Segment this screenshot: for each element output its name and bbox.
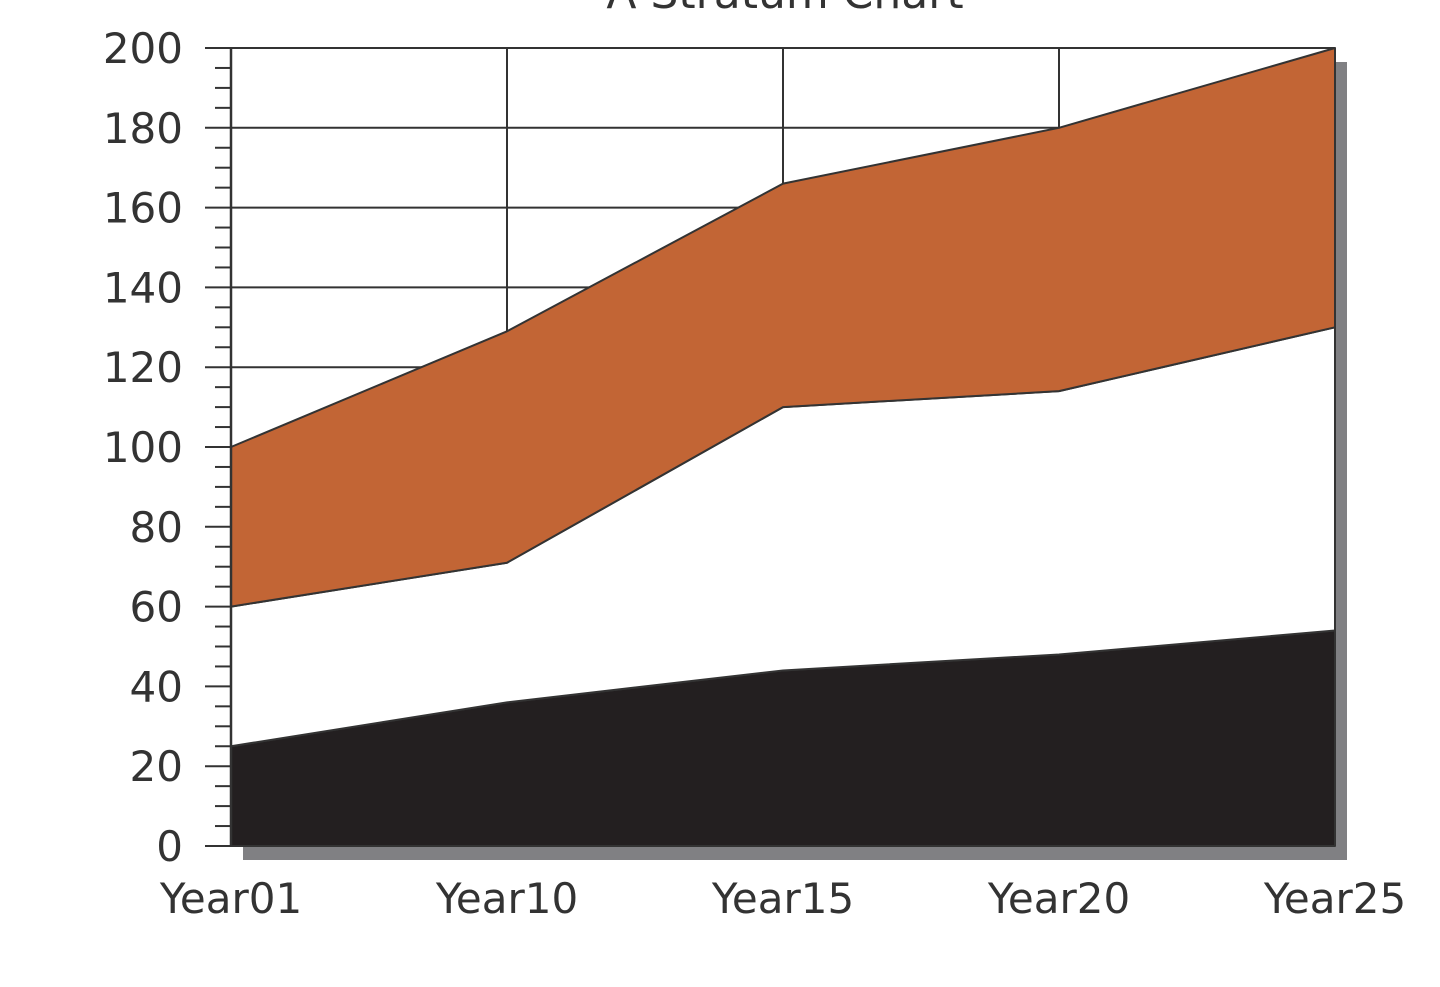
chart-title: A Stratum Chart bbox=[606, 0, 963, 19]
y-tick-label: 140 bbox=[103, 263, 183, 312]
y-tick-label: 180 bbox=[103, 104, 183, 153]
x-tick-label: Year15 bbox=[711, 874, 854, 923]
x-tick-label: Year01 bbox=[159, 874, 302, 923]
y-tick-label: 20 bbox=[130, 742, 183, 791]
y-tick-label: 60 bbox=[130, 583, 183, 632]
x-tick-label: Year20 bbox=[987, 874, 1130, 923]
y-tick-label: 40 bbox=[130, 662, 183, 711]
x-tick-label: Year10 bbox=[435, 874, 578, 923]
y-tick-label: 0 bbox=[156, 822, 183, 871]
y-tick-label: 160 bbox=[103, 184, 183, 233]
y-tick-label: 120 bbox=[103, 343, 183, 392]
y-tick-label: 200 bbox=[103, 24, 183, 73]
area-series-3 bbox=[230, 47, 1336, 608]
y-tick-label: 100 bbox=[103, 423, 183, 472]
x-tick-label: Year25 bbox=[1263, 874, 1406, 923]
y-tick-label: 80 bbox=[130, 503, 183, 552]
